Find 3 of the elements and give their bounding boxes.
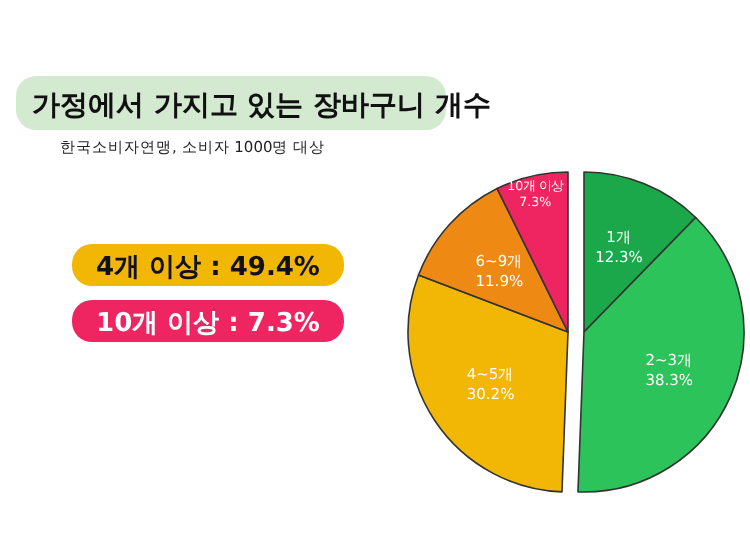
chart-title: 가정에서 가지고 있는 장바구니 개수 [32, 90, 491, 122]
text: 4개 이상 : 49.4% [96, 253, 320, 283]
text: 10개 이상 : 7.3% [96, 309, 320, 339]
